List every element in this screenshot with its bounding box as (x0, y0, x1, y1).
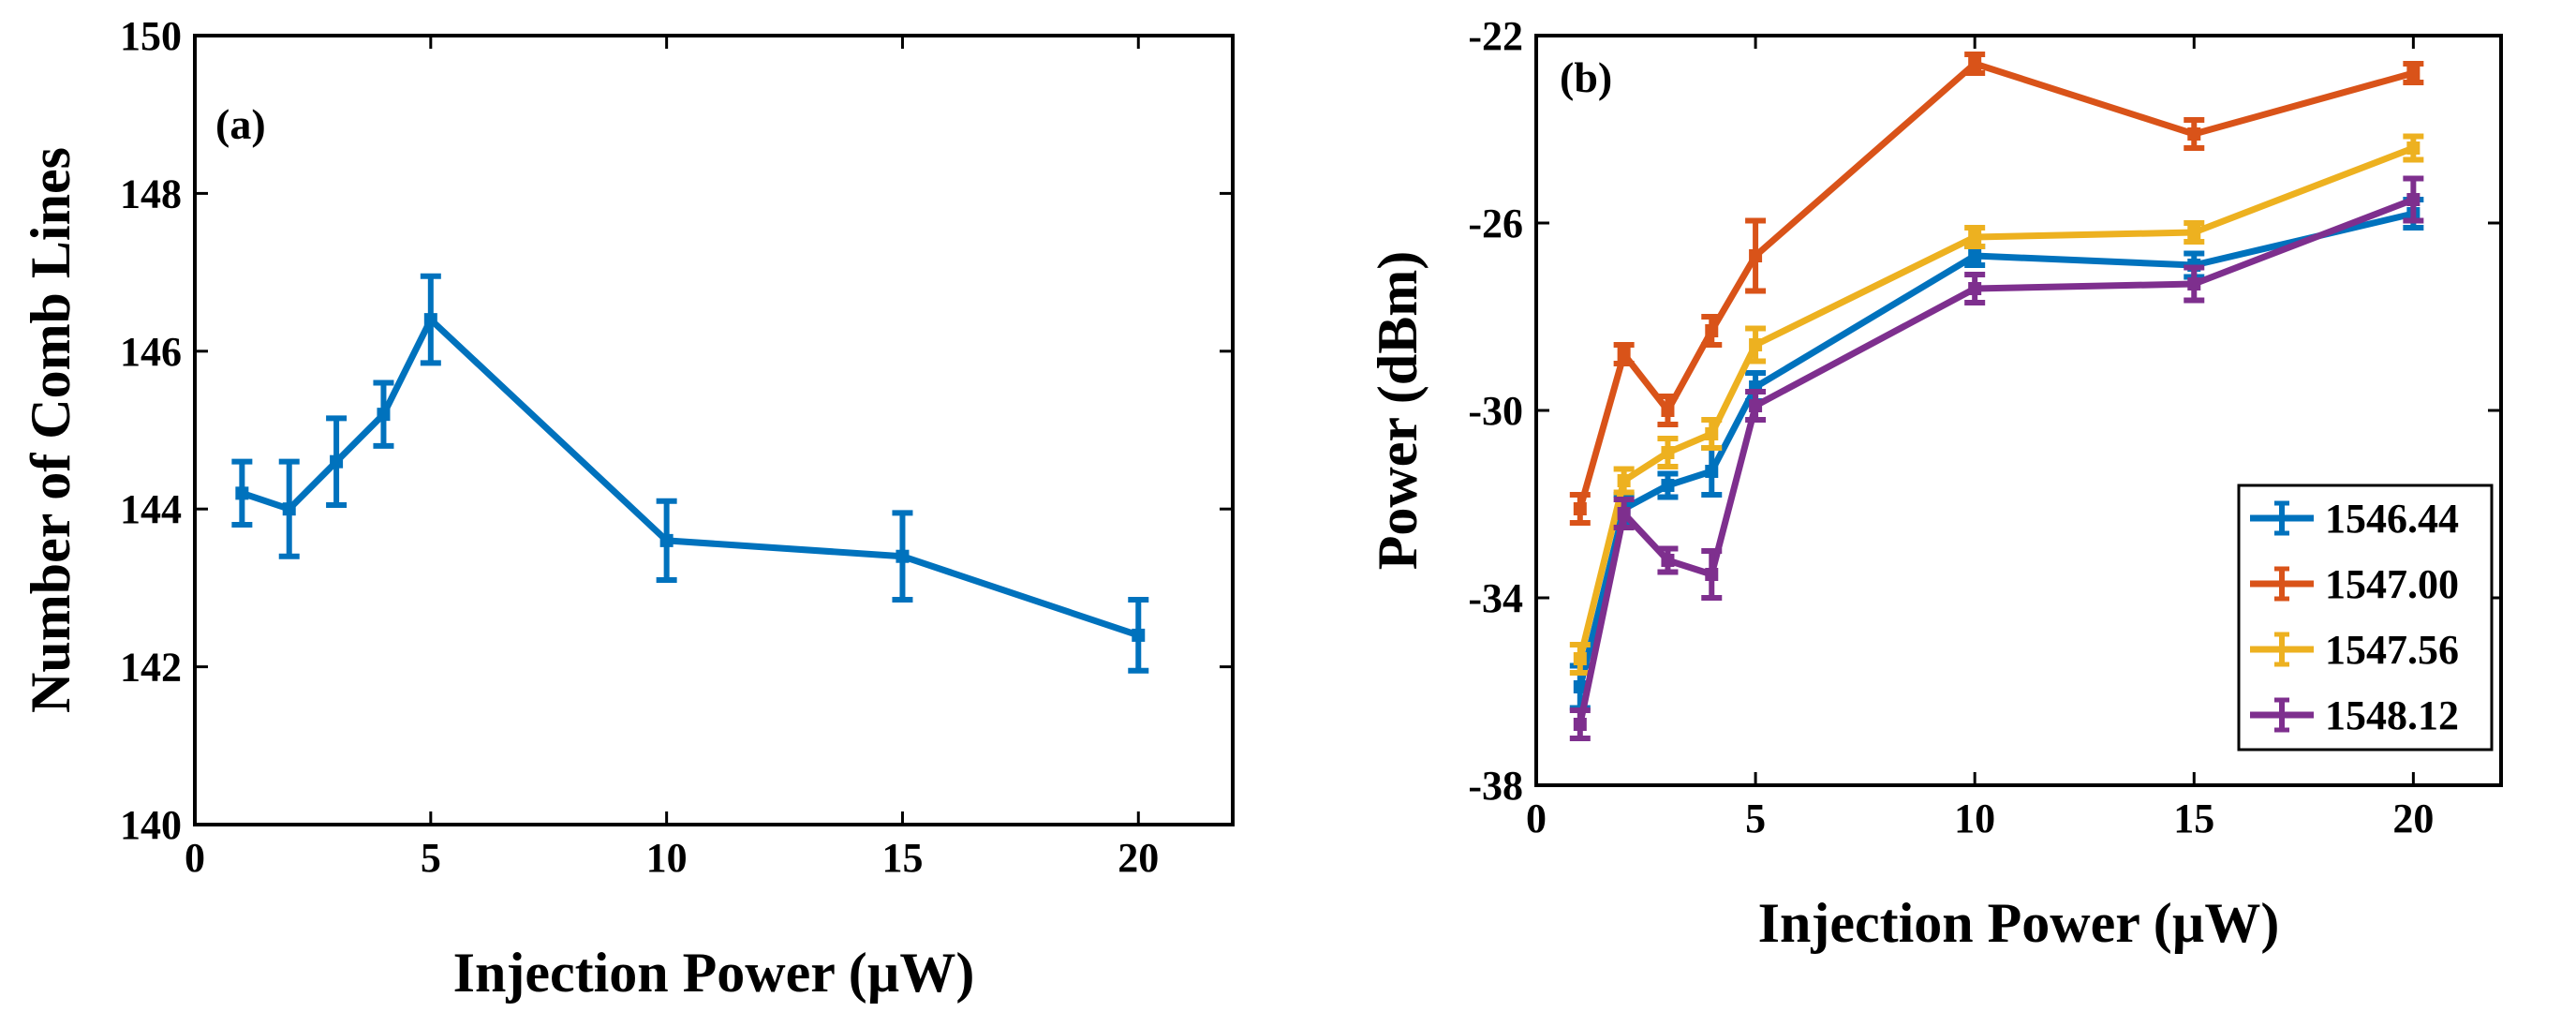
panel-b-series-1547.00 (1569, 52, 2424, 526)
panel-a-ytick-label: 140 (120, 802, 182, 848)
panel-b-xtick-label: 5 (1745, 796, 1766, 841)
panel-b-marks (1569, 52, 2424, 741)
panel-b-data-point (1968, 249, 1982, 262)
panel-b-xtick-label: 15 (2173, 796, 2214, 841)
panel-b-series-line (1577, 196, 2415, 725)
legend-label: 1547.56 (2325, 627, 2459, 673)
panel-b-xtick-label: 0 (1526, 796, 1547, 841)
panel-a-data-point (659, 533, 674, 547)
panel-b-chart: 0 5 10 15 20 -38 -34 -30 -26 -22 (b) Injection Po… (1367, 13, 2503, 954)
panel-b-ytick-label: -22 (1468, 13, 1523, 59)
panel-b-data-point (1617, 474, 1631, 487)
panel-b-data-point (1573, 652, 1587, 665)
panel-b-data-point (1968, 231, 1982, 244)
panel-a-xtick-label: 5 (421, 835, 441, 881)
panel-a-xtick-label: 20 (1118, 835, 1159, 881)
panel-b-data-point (2187, 127, 2201, 141)
panel-b-ytick-label: -26 (1468, 201, 1523, 246)
panel-a-chart: 0 5 10 15 20 140 142 144 146 148 150 (a) Injection… (20, 13, 1235, 1004)
panel-a-xtick-label: 0 (185, 835, 205, 881)
legend-label: 1548.12 (2325, 692, 2459, 738)
panel-b-data-point (2406, 193, 2421, 206)
panel-a-data-point (235, 486, 249, 500)
legend-item-1547.56: 1547.56 (2250, 627, 2459, 673)
panel-b-data-point (1573, 502, 1587, 515)
panel-b-data-point (1749, 338, 1763, 351)
panel-b-ytick-label: -30 (1468, 388, 1523, 434)
panel-a-data-point (1132, 628, 1146, 642)
panel-a-series-line (241, 316, 1140, 639)
panel-a-data-point (377, 408, 391, 422)
panel-b-data-point (2406, 141, 2421, 155)
panel-b-data-point (1705, 568, 1719, 581)
panel-b-data-point (1617, 348, 1631, 361)
panel-b-series-1548.12 (1569, 175, 2424, 741)
panel-a-series-comb-lines (231, 273, 1149, 674)
legend-item-1547.00: 1547.00 (2250, 561, 2459, 607)
panel-a-ylabel: Number of Comb Lines (20, 147, 81, 713)
panel-b-data-point (1749, 249, 1763, 262)
panel-b-data-point (1661, 479, 1675, 492)
panel-b-series-1547.56 (1569, 133, 2424, 676)
panel-b-data-point (1705, 465, 1719, 478)
panel-a-data-point (282, 502, 296, 516)
panel-a-axes-box (193, 34, 1235, 826)
panel-a-ticks: 0 5 10 15 20 140 142 144 146 148 150 (120, 13, 1233, 881)
panel-b-data-point (1749, 399, 1763, 412)
panel-b-ytick-label: -34 (1468, 575, 1523, 621)
panel-b-data-point (1573, 718, 1587, 731)
panel-b-ytick-label: -38 (1468, 763, 1523, 809)
panel-a-ytick-label: 142 (120, 645, 182, 691)
panel-a-ytick-label: 150 (120, 13, 182, 59)
panel-b-data-point (2187, 226, 2201, 239)
legend-item-1548.12: 1548.12 (2250, 692, 2459, 738)
panel-a-marks (231, 273, 1149, 674)
panel-b-label: (b) (1560, 53, 1612, 101)
panel-b-data-point (1968, 282, 1982, 295)
legend-label: 1546.44 (2325, 496, 2459, 542)
panel-a-xtick-label: 15 (881, 835, 923, 881)
panel-b-ticks: 0 5 10 15 20 -38 -34 -30 -26 -22 (1468, 13, 2501, 841)
panel-b-series-line (1577, 144, 2415, 660)
panel-a-ytick-label: 146 (120, 329, 182, 375)
panel-b-xtick-label: 10 (1954, 796, 1995, 841)
panel-b-legend: 1546.44 1547.00 1547.56 1548.12 (2237, 484, 2494, 752)
panel-a-xtick-label: 10 (646, 835, 688, 881)
legend-item-1546.44: 1546.44 (2250, 496, 2459, 542)
panel-a-data-point (896, 549, 910, 563)
panel-b-data-point (1661, 446, 1675, 459)
panel-b-data-point (1573, 680, 1587, 693)
panel-b-xtick-label: 20 (2392, 796, 2434, 841)
panel-a-label: (a) (215, 100, 266, 148)
panel-b-data-point (1968, 57, 1982, 70)
panel-a-ytick-label: 148 (120, 171, 182, 216)
panel-b-data-point (1617, 507, 1631, 520)
panel-b-data-point (1705, 324, 1719, 337)
panel-a-ytick-label: 144 (120, 486, 182, 532)
panel-a-data-point (330, 454, 344, 469)
legend-label: 1547.00 (2325, 561, 2459, 607)
panel-b-data-point (1661, 554, 1675, 567)
panel-b-data-point (2187, 277, 2201, 290)
panel-b-ylabel: Power (dBm) (1367, 251, 1429, 571)
panel-b-series-line (1577, 210, 2415, 688)
panel-b-data-point (2406, 67, 2421, 80)
panel-b-data-point (1661, 404, 1675, 417)
panel-a-xlabel: Injection Power (µW) (453, 942, 975, 1004)
panel-b-data-point (1705, 427, 1719, 440)
panel-b-xlabel: Injection Power (µW) (1758, 892, 2280, 954)
panel-a-data-point (423, 313, 437, 327)
